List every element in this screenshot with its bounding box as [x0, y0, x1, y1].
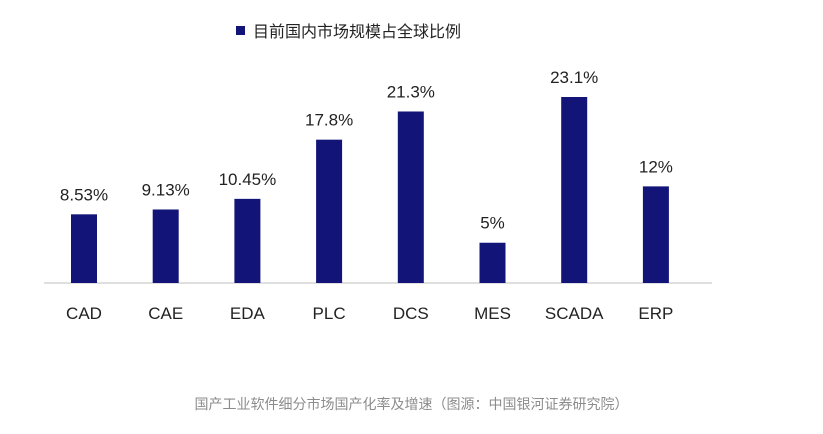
bar-cae [152, 209, 179, 283]
data-label-mes: 5% [480, 214, 505, 233]
bar-cad [71, 214, 97, 283]
data-label-dcs: 21.3% [387, 82, 435, 101]
bar-plc [316, 139, 343, 283]
data-label-plc: 17.8% [305, 111, 353, 130]
figure-caption: 国产工业软件细分市场国产化率及增速（图源：中国银河证券研究院） [194, 397, 629, 413]
data-label-cae: 9.13% [142, 180, 190, 199]
x-tick-label-scada: SCADA [545, 304, 604, 323]
x-tick-label-plc: PLC [313, 304, 346, 323]
legend-label: 目前国内市场规模占全球比例 [253, 22, 462, 41]
data-label-scada: 23.1% [550, 68, 598, 87]
x-tick-label-cae: CAE [148, 304, 183, 323]
data-label-cad: 8.53% [60, 185, 108, 204]
data-label-eda: 10.45% [219, 170, 277, 189]
x-tick-label-eda: EDA [230, 304, 266, 323]
x-tick-label-mes: MES [474, 304, 511, 323]
data-label-erp: 12% [639, 157, 673, 176]
chart-legend: 目前国内市场规模占全球比例 [236, 18, 461, 42]
bar-erp [642, 186, 669, 283]
bar-mes [479, 242, 506, 283]
bar-dcs [397, 111, 424, 284]
bar-eda [234, 198, 261, 283]
x-tick-label-dcs: DCS [393, 304, 429, 323]
bar-scada [561, 97, 588, 283]
x-tick-label-cad: CAD [66, 304, 102, 323]
legend-swatch [236, 25, 245, 35]
x-tick-label-erp: ERP [638, 304, 673, 323]
